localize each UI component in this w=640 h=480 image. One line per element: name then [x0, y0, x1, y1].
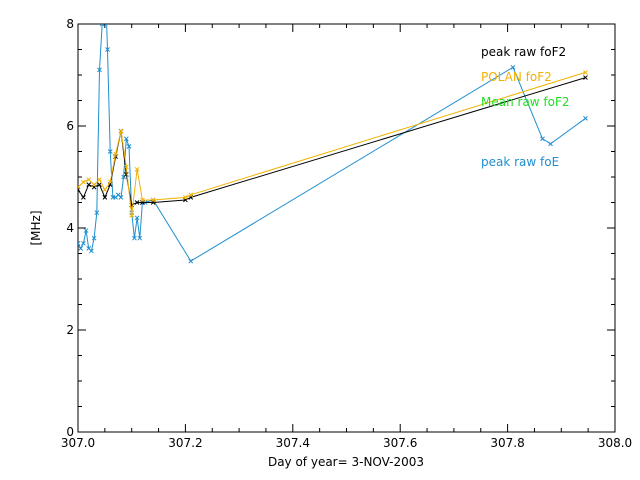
data-point-polan-fof2 [113, 151, 118, 157]
data-point-peak-raw-foe [83, 228, 89, 233]
data-point-peak-raw-foe [548, 141, 553, 147]
data-point-polan-fof2 [78, 184, 81, 190]
data-point-peak-raw-foe [97, 67, 102, 73]
legend-item: POLAN foF2 [481, 70, 552, 84]
legend-item: peak raw foF2 [481, 45, 566, 59]
data-point-peak-raw-foe [123, 136, 129, 142]
data-point-polan-fof2 [107, 179, 113, 185]
data-point-polan-fof2 [81, 179, 86, 185]
y-tick-label: 0 [66, 425, 74, 439]
x-axis-label: Day of year= 3-NOV-2003 [268, 455, 424, 469]
data-point-polan-fof2 [150, 197, 156, 203]
data-point-peak-raw-foe [78, 246, 84, 251]
data-point-peak-raw-foe [81, 240, 86, 246]
x-tick-label: 307.4 [276, 436, 310, 450]
axes: 307.0 307.2 307.4 307.6 307.8 308.0 0 2 4 6 8 [61, 17, 632, 450]
data-point-peak-raw-foe [510, 64, 516, 70]
x-tick-label: 308.0 [598, 436, 632, 450]
data-point-polan-fof2 [129, 212, 135, 218]
data-point-peak-raw-foe [134, 215, 140, 221]
x-tick-label: 307.0 [61, 436, 95, 450]
series-line-peak-raw-foe [78, 24, 586, 262]
data-point-peak-raw-foe [105, 47, 110, 52]
legend-item: peak raw foE [481, 155, 559, 169]
data-point-polan-fof2 [91, 182, 97, 188]
data-point-peak-raw-foe [188, 258, 194, 264]
data-point-polan-fof2 [97, 177, 102, 182]
legend-item: Mean raw foF2 [481, 95, 570, 109]
data-point-peak-raw-fof2 [134, 200, 140, 205]
data-point-polan-fof2 [123, 164, 129, 170]
data-point-peak-raw-fof2 [86, 182, 92, 188]
series-line-polan-fof2 [78, 71, 586, 216]
data-point-polan-fof2 [188, 192, 194, 198]
plot-frame [77, 23, 616, 433]
data-point-polan-fof2 [140, 197, 145, 203]
data-point-peak-raw-foe [540, 136, 545, 142]
data-point-polan-fof2 [583, 70, 588, 75]
data-point-peak-raw-foe [78, 240, 81, 246]
x-tick-label: 307.2 [168, 436, 202, 450]
y-tick-label: 6 [66, 119, 74, 133]
data-point-peak-raw-foe [126, 144, 132, 149]
data-point-polan-fof2 [134, 166, 140, 172]
data-point-polan-fof2 [86, 177, 92, 182]
x-tick-label: 307.8 [490, 436, 524, 450]
y-axis-label: [MHz] [29, 210, 43, 245]
data-point-peak-raw-foe [583, 115, 588, 121]
data-point-peak-raw-fof2 [102, 195, 108, 200]
data-point-polan-fof2 [102, 187, 108, 193]
data-point-peak-raw-foe [99, 24, 105, 27]
data-point-peak-raw-fof2 [583, 75, 588, 80]
data-point-peak-raw-fof2 [97, 182, 102, 188]
data-point-peak-raw-foe [94, 210, 100, 216]
y-tick-label: 8 [66, 17, 74, 31]
data-point-peak-raw-foe [107, 149, 113, 154]
data-point-peak-raw-foe [91, 235, 97, 241]
y-tick-label: 4 [66, 221, 74, 235]
x-tick-label: 307.6 [383, 436, 417, 450]
data-point-peak-raw-fof2 [81, 195, 86, 200]
data-point-polan-fof2 [118, 128, 124, 134]
data-point-peak-raw-foe [132, 235, 137, 241]
y-tick-label: 2 [66, 323, 74, 337]
data-point-peak-raw-foe [137, 235, 143, 241]
data-point-peak-raw-foe [118, 195, 124, 200]
data-point-polan-fof2 [183, 195, 188, 200]
legend: peak raw foF2 POLAN foF2 Mean raw foF2 peak… [481, 45, 570, 169]
series-layer [78, 24, 588, 264]
data-point-peak-raw-foe [89, 248, 94, 254]
